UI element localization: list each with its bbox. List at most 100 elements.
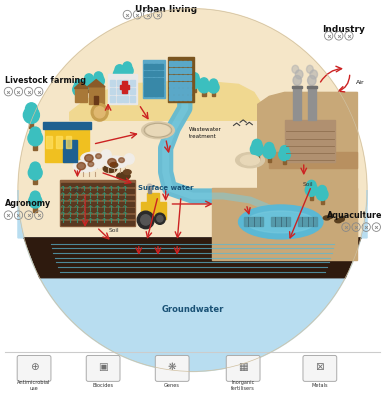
Circle shape <box>263 146 275 158</box>
Circle shape <box>94 158 104 168</box>
Text: ⊕: ⊕ <box>30 362 38 372</box>
Bar <box>154 78 158 83</box>
Circle shape <box>23 107 39 124</box>
Text: Air: Air <box>355 80 364 85</box>
Bar <box>89 87 104 104</box>
Bar <box>174 95 177 100</box>
Bar <box>61 202 134 206</box>
Bar <box>144 78 148 83</box>
Circle shape <box>28 131 42 146</box>
Bar <box>271 217 290 226</box>
Bar <box>61 196 134 199</box>
Circle shape <box>157 216 163 222</box>
Bar <box>268 156 271 162</box>
Text: Genes: Genes <box>164 383 180 388</box>
Bar <box>117 96 122 102</box>
Bar <box>60 180 135 226</box>
Ellipse shape <box>295 70 303 79</box>
Text: Livestock farming: Livestock farming <box>5 76 85 85</box>
Bar <box>188 61 191 66</box>
Bar <box>159 91 163 96</box>
Bar <box>144 71 148 76</box>
Polygon shape <box>87 80 105 87</box>
Bar <box>61 208 134 212</box>
Ellipse shape <box>81 152 105 164</box>
Bar <box>174 88 177 94</box>
Bar <box>142 60 165 98</box>
FancyBboxPatch shape <box>155 356 189 381</box>
Bar <box>212 91 215 96</box>
Bar <box>120 85 129 89</box>
Polygon shape <box>258 92 357 240</box>
Ellipse shape <box>239 205 323 239</box>
Circle shape <box>94 107 105 118</box>
Bar <box>123 80 128 86</box>
Bar <box>56 136 62 148</box>
Circle shape <box>198 81 210 93</box>
Bar <box>117 80 122 86</box>
Circle shape <box>252 139 262 149</box>
Bar <box>154 91 158 96</box>
Bar <box>188 68 191 73</box>
Bar <box>188 82 191 87</box>
Text: Aquaculture: Aquaculture <box>327 212 382 220</box>
Ellipse shape <box>103 165 117 172</box>
Polygon shape <box>24 238 361 278</box>
Polygon shape <box>212 188 357 260</box>
Bar <box>167 56 194 102</box>
Ellipse shape <box>110 162 118 167</box>
Text: Soil: Soil <box>109 228 119 233</box>
Bar <box>321 198 324 204</box>
Text: Surface water: Surface water <box>138 185 193 191</box>
Ellipse shape <box>73 160 97 172</box>
Bar <box>308 86 316 120</box>
Circle shape <box>94 72 103 81</box>
Bar <box>169 82 173 87</box>
Bar <box>147 193 159 202</box>
Bar <box>75 88 87 102</box>
FancyBboxPatch shape <box>17 356 51 381</box>
Bar <box>179 61 182 66</box>
Ellipse shape <box>241 155 259 165</box>
Ellipse shape <box>293 76 301 85</box>
Text: Soil: Soil <box>302 182 313 187</box>
Circle shape <box>75 80 84 90</box>
Polygon shape <box>43 122 91 130</box>
Bar <box>179 68 182 73</box>
Circle shape <box>264 142 274 152</box>
Bar <box>61 189 134 193</box>
Bar <box>174 61 177 66</box>
Circle shape <box>190 73 199 82</box>
Bar <box>149 91 153 96</box>
Bar <box>255 154 259 160</box>
Circle shape <box>73 83 86 96</box>
Bar <box>29 120 33 128</box>
Polygon shape <box>18 190 367 371</box>
Bar <box>46 136 52 148</box>
Text: ▦: ▦ <box>238 362 248 372</box>
Circle shape <box>93 75 104 87</box>
Bar <box>188 95 191 100</box>
Bar <box>310 194 313 200</box>
Bar <box>159 64 163 69</box>
Circle shape <box>83 77 95 89</box>
Bar <box>183 61 187 66</box>
Ellipse shape <box>292 65 299 73</box>
Text: Metals: Metals <box>311 383 328 388</box>
Bar <box>149 64 153 69</box>
Circle shape <box>279 148 290 161</box>
Bar <box>94 96 98 104</box>
Bar <box>117 88 122 94</box>
Polygon shape <box>74 82 88 88</box>
Bar <box>33 177 37 184</box>
Circle shape <box>328 214 333 218</box>
Bar <box>292 86 302 88</box>
Bar <box>169 95 173 100</box>
Bar <box>285 120 335 162</box>
Polygon shape <box>269 152 357 168</box>
Circle shape <box>209 79 218 87</box>
Ellipse shape <box>335 219 342 223</box>
Bar <box>183 88 187 94</box>
Bar <box>298 217 317 226</box>
Bar <box>33 143 37 150</box>
